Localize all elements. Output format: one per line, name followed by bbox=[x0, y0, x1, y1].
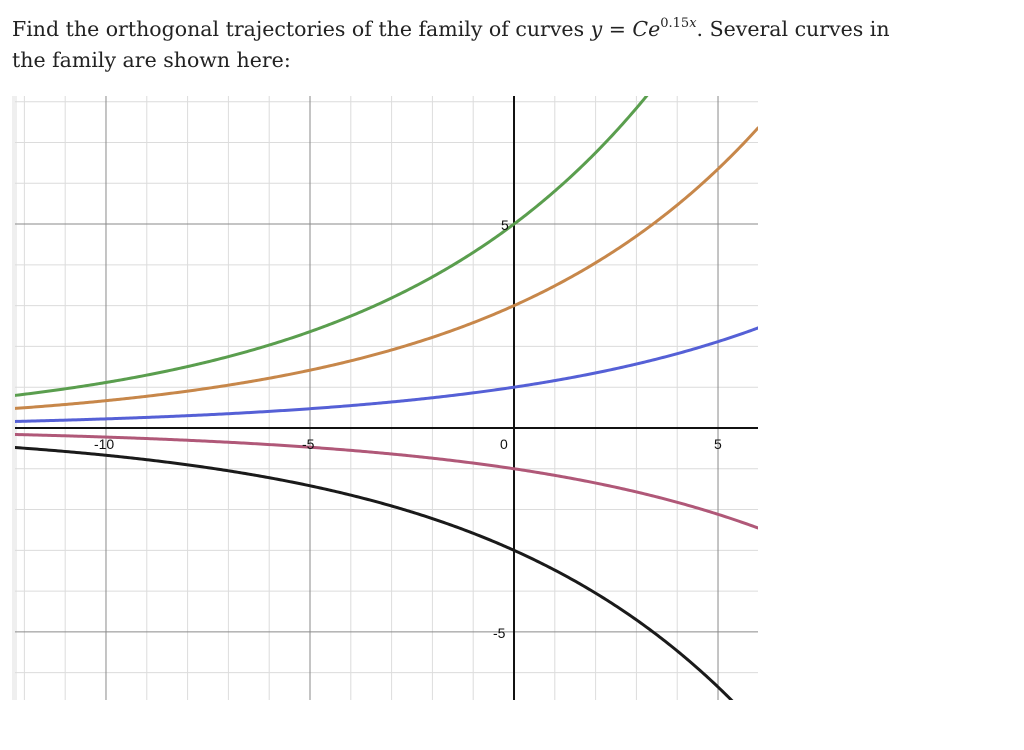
plot-left-edge bbox=[12, 96, 17, 700]
eq-lhs: y bbox=[590, 17, 603, 41]
eq-base: e bbox=[648, 17, 661, 41]
graph: -10 -5 0 5 5 -5 bbox=[0, 90, 780, 710]
curve-c1 bbox=[15, 326, 758, 423]
eq-exp-var: x bbox=[689, 16, 697, 31]
x-tick-label: 5 bbox=[714, 436, 722, 452]
y-tick-label: -5 bbox=[493, 625, 506, 641]
eq-exp-coef: 0.15 bbox=[660, 16, 690, 31]
problem-text-intro: Find the orthogonal trajectories of the … bbox=[12, 17, 591, 41]
problem-text-line2: the family are shown here: bbox=[12, 48, 291, 72]
equation: y = Ce0.15x bbox=[591, 17, 697, 41]
x-tick-label: -10 bbox=[94, 436, 114, 452]
curve-c5 bbox=[15, 96, 649, 397]
eq-exponent: 0.15x bbox=[660, 16, 696, 31]
graph-canvas: -10 -5 0 5 5 -5 bbox=[12, 96, 758, 700]
x-tick-label: -5 bbox=[302, 436, 315, 452]
eq-constant: C bbox=[632, 17, 649, 41]
x-tick-label: 0 bbox=[500, 436, 508, 452]
curve-c-3 bbox=[15, 446, 734, 700]
curve-c3 bbox=[15, 126, 758, 410]
problem-text-after: . Several curves in bbox=[696, 17, 890, 41]
y-tick-label: 5 bbox=[501, 217, 509, 233]
eq-sign: = bbox=[602, 17, 633, 41]
curve-c-1 bbox=[15, 432, 758, 530]
problem-statement: Find the orthogonal trajectories of the … bbox=[12, 14, 972, 76]
